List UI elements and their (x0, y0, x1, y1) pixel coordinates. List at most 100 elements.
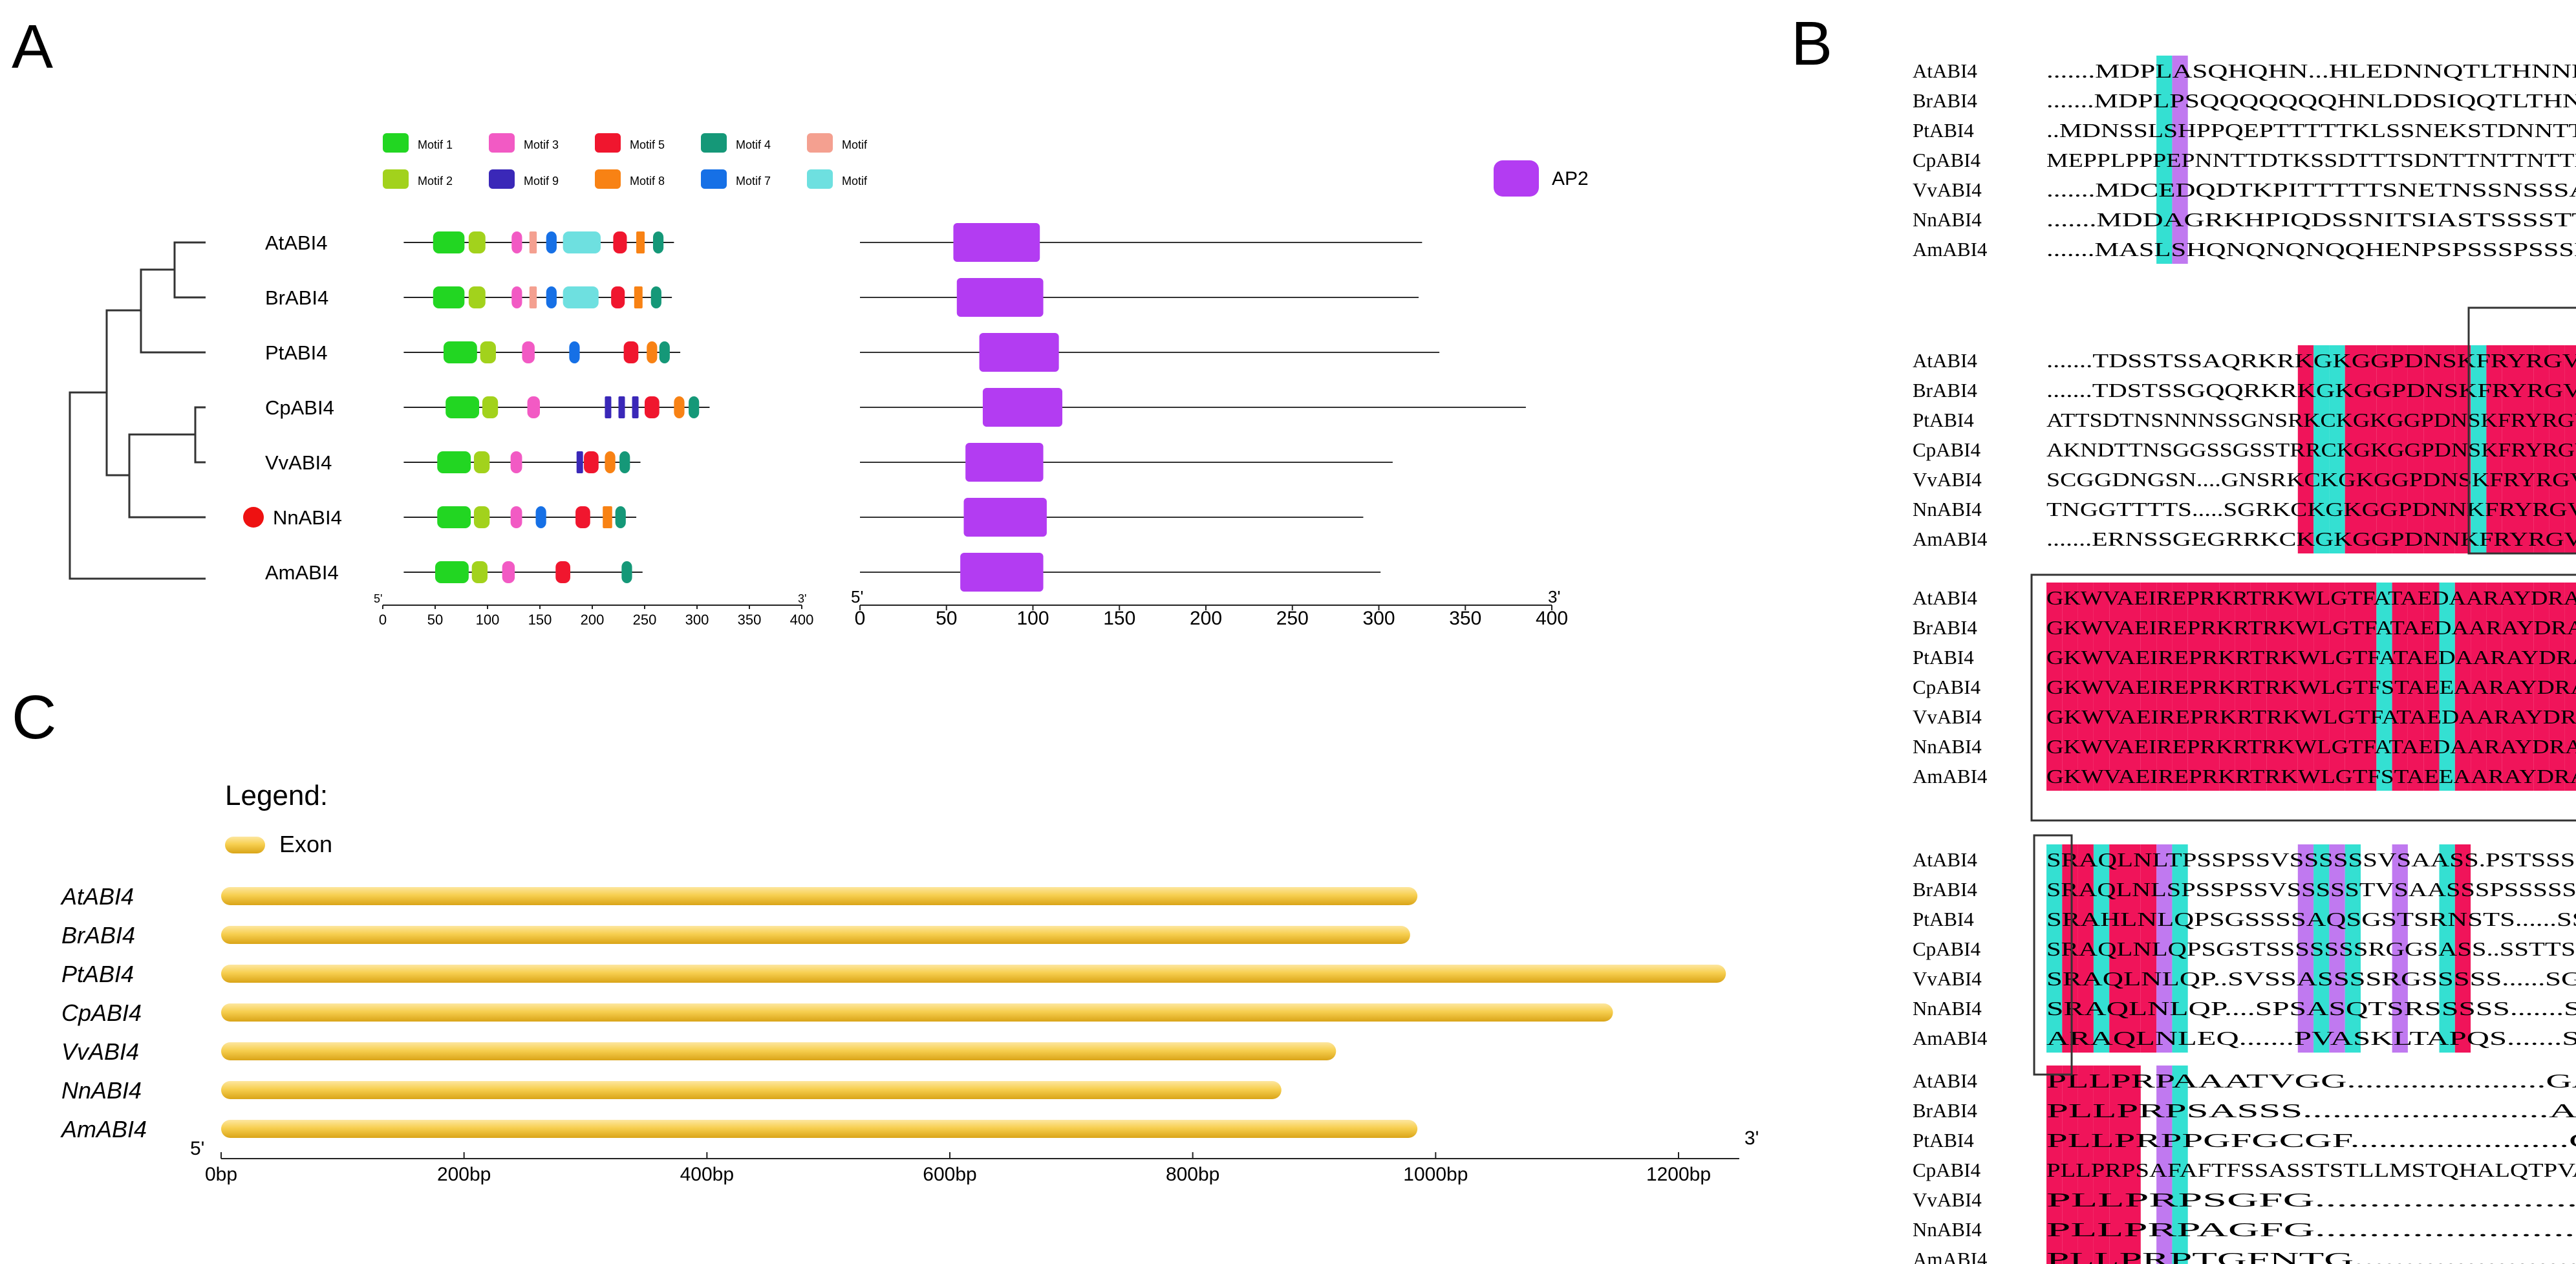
alignment-shade (2518, 731, 2534, 761)
motif-legend-swatch (383, 169, 409, 189)
alignment-shade (2518, 702, 2534, 731)
alignment-shade (2125, 963, 2141, 993)
exon-bar (221, 1003, 1613, 1022)
motif-legend-label: Motif 2 (418, 175, 453, 187)
motif-legend-label: Motif 7 (736, 175, 771, 187)
alignment-shade (2140, 702, 2157, 731)
motif-box (576, 451, 583, 473)
motif-box (510, 506, 522, 528)
alignment-shade (2454, 874, 2471, 904)
alignment-shade (2361, 494, 2377, 524)
alignment-seq-name: CpABI4 (1913, 676, 1981, 698)
alignment-shade (2250, 583, 2267, 612)
alignment-shade (2172, 672, 2188, 702)
axis-start-label: 5' (190, 1138, 204, 1159)
alignment-shade (2376, 672, 2392, 702)
alignment-shade (2219, 731, 2235, 761)
alignment-shade (2125, 934, 2141, 963)
motif-box (611, 286, 625, 308)
alignment-shade (2549, 375, 2565, 405)
alignment-seq: TNGGTTTTS.....SGRKCKGKGGPDNNKFRYRGVRQRSW (2046, 498, 2576, 520)
alignment-shade (2329, 993, 2345, 1023)
alignment-shade (2172, 56, 2188, 85)
alignment-seq-name: CpABI4 (1913, 1159, 1981, 1181)
alignment-seq: PLLPRPSGFG.............................L… (2046, 1188, 2576, 1211)
alignment-shade (2345, 375, 2361, 405)
alignment-shade (2172, 234, 2188, 264)
motif-box (689, 396, 700, 418)
alignment-shade (2156, 934, 2173, 963)
motif-box (575, 506, 590, 528)
alignment-shade (2549, 405, 2565, 434)
motif-box (674, 396, 685, 418)
alignment-shade (2219, 761, 2235, 791)
alignment-shade (2471, 612, 2487, 642)
alignment-shade (2062, 702, 2078, 731)
alignment-shade (2077, 583, 2094, 612)
alignment-shade (2204, 731, 2220, 761)
alignment-shade (2204, 702, 2220, 731)
exon-legend-label: Exon (279, 831, 332, 857)
alignment-seq-name: AtABI4 (1913, 848, 1977, 871)
alignment-shade (2187, 612, 2204, 642)
motif-legend-swatch (807, 169, 833, 189)
alignment-shade (2235, 672, 2251, 702)
alignment-shade (2439, 612, 2455, 642)
motif-box (529, 286, 537, 308)
exon-bar (221, 926, 1410, 944)
alignment-shade (2392, 1023, 2408, 1053)
alignment-shade (2109, 993, 2125, 1023)
alignment-shade (2345, 1023, 2361, 1053)
alignment-seq: .......TDSSTSSAQRKRKGKGGPDNSKFRYRGVRQRSW (2046, 349, 2576, 372)
alignment-shade (2109, 934, 2125, 963)
alignment-shade (2533, 464, 2549, 494)
alignment-shade (2125, 583, 2141, 612)
alignment-shade (2140, 761, 2157, 791)
alignment-shade (2204, 583, 2220, 612)
alignment-shade (2471, 583, 2487, 612)
alignment-shade (2297, 672, 2314, 702)
alignment-shade (2109, 761, 2125, 791)
alignment-shade (2423, 464, 2440, 494)
alignment-shade (2235, 761, 2251, 791)
alignment-shade (2471, 405, 2487, 434)
alignment-shade (2093, 1155, 2110, 1184)
alignment-shade (2329, 1023, 2345, 1053)
motif-box (615, 506, 626, 528)
motif-box (511, 286, 522, 308)
alignment-shade (2392, 904, 2408, 934)
alignment-shade (2518, 761, 2534, 791)
axis-tick-label: 200bp (437, 1164, 491, 1185)
alignment-shade (2423, 375, 2440, 405)
alignment-shade (2062, 1214, 2078, 1244)
exon-bar (221, 965, 1726, 983)
motif-legend-label: Motif (842, 138, 868, 151)
alignment-shade (2392, 934, 2408, 963)
axis-tick-label: 250 (1276, 608, 1309, 629)
alignment-shade (2282, 612, 2298, 642)
alignment-shade (2502, 672, 2518, 702)
axis-tick-label: 350 (738, 612, 762, 628)
gene-label: AtABI4 (60, 883, 134, 910)
alignment-shade (2156, 85, 2173, 115)
alignment-seq: .......MDCEDQDTKPITTTTTSNETNSSNSSSATAGAT (2046, 178, 2576, 201)
alignment-shade (2329, 434, 2345, 464)
alignment-shade (2125, 731, 2141, 761)
alignment-shade (2297, 375, 2314, 405)
alignment-shade (2156, 145, 2173, 175)
alignment-shade (2046, 672, 2063, 702)
alignment-shade (2454, 702, 2471, 731)
alignment-shade (2439, 844, 2455, 874)
alignment-seq: SRAQLNLQPSGSTSSSSSSSRGGSASS..SSTTSSTQTLR (2046, 937, 2576, 960)
alignment-shade (2502, 642, 2518, 672)
alignment-shade (2046, 1244, 2063, 1264)
alignment-shade (2046, 934, 2063, 963)
alignment-shade (2297, 345, 2314, 375)
alignment-shade (2077, 1023, 2094, 1053)
alignment-shade (2533, 612, 2549, 642)
alignment-shade (2219, 583, 2235, 612)
alignment-shade (2329, 464, 2345, 494)
phylogenetic-tree (69, 241, 206, 580)
alignment-shade (2486, 494, 2502, 524)
gene-label: BrABI4 (265, 286, 328, 309)
